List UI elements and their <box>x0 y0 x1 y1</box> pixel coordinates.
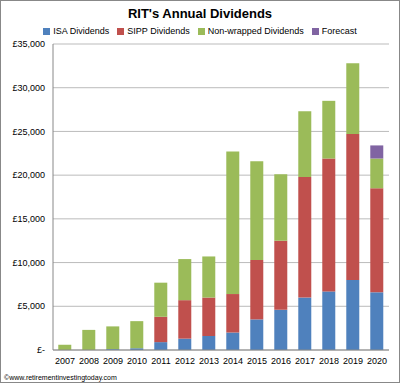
svg-text:2009: 2009 <box>103 356 123 366</box>
html-text:Forecast: Forecast <box>321 26 357 36</box>
html-text:Non-wrapped Dividends: Non-wrapped Dividends <box>207 26 304 36</box>
html-text:©www.retirementinvestingtoday.: ©www.retirementinvestingtoday.com <box>4 374 117 381</box>
svg-text:2013: 2013 <box>199 356 219 366</box>
svg-text:2016: 2016 <box>271 356 291 366</box>
svg-text:2018: 2018 <box>319 356 339 366</box>
svg-text:2012: 2012 <box>175 356 195 366</box>
html-text:RIT's Annual Dividends: RIT's Annual Dividends <box>127 6 273 21</box>
svg-text:£35,000: £35,000 <box>12 39 45 49</box>
svg-text:£20,000: £20,000 <box>12 170 45 180</box>
svg-text:2020: 2020 <box>367 356 387 366</box>
svg-text:£25,000: £25,000 <box>12 127 45 137</box>
svg-text:£5,000: £5,000 <box>17 301 45 311</box>
svg-text:2017: 2017 <box>295 356 315 366</box>
svg-text:£-: £- <box>37 345 45 355</box>
svg-text:2019: 2019 <box>343 356 363 366</box>
svg-text:£10,000: £10,000 <box>12 258 45 268</box>
svg-text:2014: 2014 <box>223 356 243 366</box>
svg-text:2010: 2010 <box>127 356 147 366</box>
svg-text:2008: 2008 <box>79 356 99 366</box>
svg-text:2011: 2011 <box>151 356 170 366</box>
svg-text:2015: 2015 <box>247 356 267 366</box>
svg-text:£30,000: £30,000 <box>12 83 45 93</box>
svg-text:£15,000: £15,000 <box>12 214 45 224</box>
html-text:SIPP Dividends: SIPP Dividends <box>127 26 190 36</box>
svg-text:2007: 2007 <box>55 356 75 366</box>
html-text:ISA Dividends: ISA Dividends <box>53 26 110 36</box>
